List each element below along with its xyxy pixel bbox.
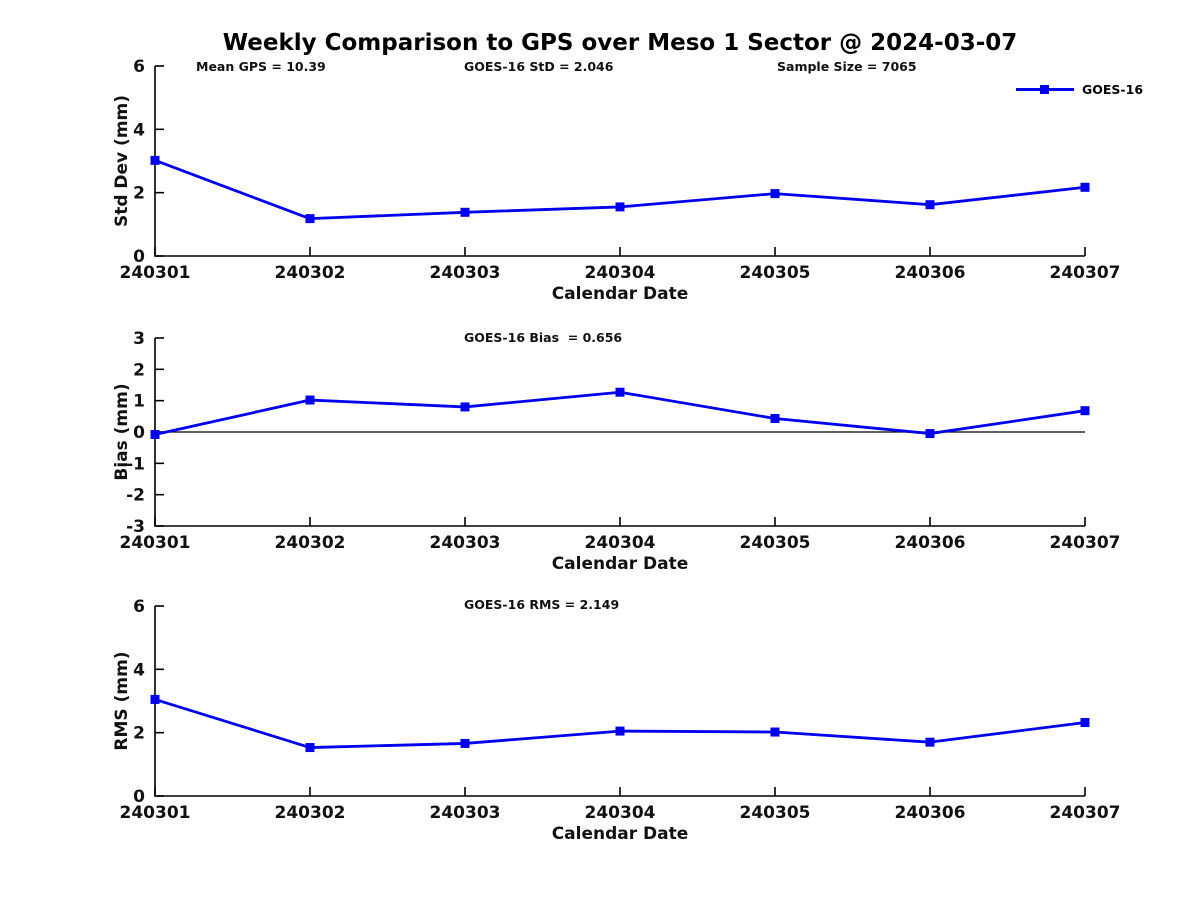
- data-point-marker: [770, 189, 780, 199]
- x-tick-label: 240305: [740, 533, 811, 553]
- x-tick-label: 240305: [740, 803, 811, 823]
- x-tick-label: 240303: [430, 263, 501, 283]
- data-point-marker: [305, 214, 315, 224]
- data-point-marker: [460, 402, 470, 412]
- y-tick-label: 4: [133, 660, 145, 680]
- y-tick-label: -2: [126, 486, 145, 506]
- x-tick-label: 240304: [585, 803, 656, 823]
- x-tick-label: 240307: [1050, 533, 1121, 553]
- data-point-marker: [150, 430, 160, 440]
- data-point-marker: [770, 727, 780, 737]
- x-tick-label: 240303: [430, 533, 501, 553]
- y-tick-label: 0: [133, 787, 145, 807]
- data-point-marker: [460, 738, 470, 748]
- data-point-marker: [925, 737, 935, 747]
- y-tick-label: 0: [133, 423, 145, 443]
- y-tick-label: 3: [133, 329, 145, 349]
- rms-subplot: 0 2 4 6 240301 240302 240303 240304 240305 240306…: [120, 597, 1121, 823]
- y-tick-label: -3: [126, 517, 145, 537]
- data-point-marker: [305, 395, 315, 405]
- x-tick-label: 240307: [1050, 803, 1121, 823]
- y-tick-label: 1: [133, 392, 145, 412]
- data-point-marker: [1080, 406, 1090, 416]
- data-point-marker: [615, 387, 625, 397]
- annotation-goes16-std: GOES-16 StD = 2.046: [464, 59, 614, 74]
- x-axis-label-bias: Calendar Date: [551, 554, 689, 574]
- x-tick-label: 240302: [275, 533, 346, 553]
- x-tick-label: 240307: [1050, 263, 1121, 283]
- y-tick-label: 6: [133, 597, 145, 617]
- x-tick-label: 240304: [585, 533, 656, 553]
- data-point-marker: [615, 202, 625, 212]
- axis-lines: [154, 606, 1085, 797]
- x-tick-label: 240302: [275, 263, 346, 283]
- axis-lines: [154, 66, 1085, 257]
- y-tick-label: 2: [133, 724, 145, 744]
- annotation-goes16-bias: GOES-16 Bias = 0.656: [464, 330, 623, 345]
- y-tick-label: -1: [126, 454, 145, 474]
- stddev-subplot: 0 2 4 6 240301 240302 240303 240304 240305 240306…: [120, 57, 1121, 283]
- data-point-marker: [1080, 182, 1090, 192]
- data-point-marker: [150, 694, 160, 704]
- data-point-marker: [770, 414, 780, 424]
- annotation-sample-size: Sample Size = 7065: [777, 59, 917, 74]
- x-tick-label: 240306: [895, 533, 966, 553]
- legend-line-sample-icon: [1016, 85, 1074, 94]
- figure-title: Weekly Comparison to GPS over Meso 1 Sec…: [222, 30, 1018, 56]
- x-tick-label: 240301: [120, 263, 191, 283]
- annotation-mean-gps: Mean GPS = 10.39: [196, 59, 326, 74]
- y-tick-label: 2: [133, 360, 145, 380]
- x-axis-label-std-dev: Calendar Date: [551, 284, 689, 304]
- y-tick-label: 0: [133, 247, 145, 267]
- y-tick-label: 6: [133, 57, 145, 77]
- x-tick-label: 240306: [895, 803, 966, 823]
- x-tick-label: 240304: [585, 263, 656, 283]
- x-tick-label: 240301: [120, 803, 191, 823]
- x-axis-label-rms: Calendar Date: [551, 824, 689, 844]
- legend-square-marker-icon: [1040, 85, 1049, 94]
- data-point-marker: [925, 200, 935, 210]
- data-point-marker: [1080, 718, 1090, 728]
- x-tick-label: 240305: [740, 263, 811, 283]
- legend-label: GOES-16: [1082, 82, 1144, 97]
- x-tick-label: 240303: [430, 803, 501, 823]
- data-point-marker: [460, 207, 470, 217]
- legend: GOES-16: [1016, 82, 1143, 97]
- series-line: [154, 390, 1086, 436]
- x-tick-label: 240302: [275, 803, 346, 823]
- data-point-marker: [925, 429, 935, 439]
- data-point-marker: [150, 155, 160, 165]
- series-line: [154, 698, 1086, 749]
- x-tick-label: 240306: [895, 263, 966, 283]
- y-tick-label: 4: [133, 120, 145, 140]
- data-point-marker: [615, 726, 625, 736]
- data-point-marker: [305, 743, 315, 753]
- x-tick-label: 240301: [120, 533, 191, 553]
- y-tick-label: 2: [133, 184, 145, 204]
- annotation-goes16-rms: GOES-16 RMS = 2.149: [464, 597, 620, 612]
